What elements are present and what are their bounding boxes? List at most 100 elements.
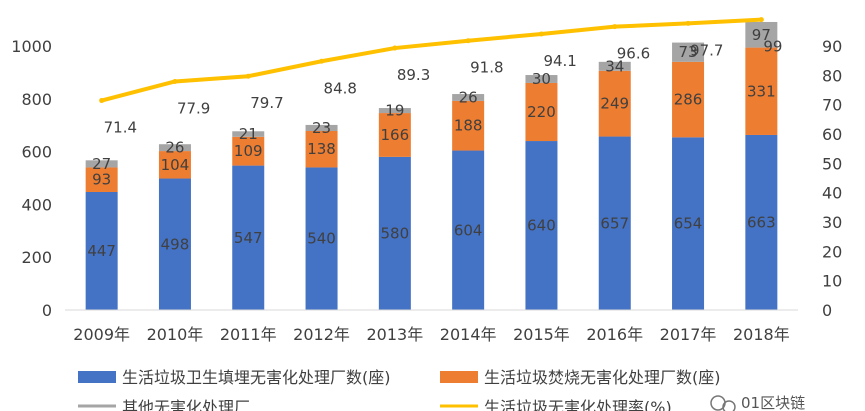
bar-label-2-2014年: 188 (454, 117, 483, 135)
right-tick-0: 0 (822, 301, 832, 320)
bars-layer (85, 21, 778, 310)
right-tick-10: 10 (822, 272, 842, 291)
right-tick-50: 50 (822, 154, 842, 173)
bar-label-2-2011年: 109 (234, 142, 263, 160)
bar-label-1-2014年: 604 (454, 221, 483, 239)
bar-seg-2-2015年 (525, 82, 558, 142)
bar-label-2-2018年: 331 (747, 82, 776, 100)
left-tick-600: 600 (21, 143, 52, 162)
left-tick-800: 800 (21, 90, 52, 109)
bar-label-1-2010年: 498 (161, 235, 190, 253)
bar-label-1-2018年: 663 (747, 213, 776, 231)
bar-seg-2-2014年 (452, 100, 485, 151)
bar-seg-1-2014年 (452, 150, 485, 310)
left-tick-1000: 1000 (11, 37, 52, 56)
bar-seg-1-2015年 (525, 141, 558, 310)
rate-label-2018年: 99 (763, 38, 782, 56)
left-tick-0: 0 (42, 301, 52, 320)
x-tick-2016年: 2016年 (586, 325, 643, 344)
bar-label-2-2010年: 104 (161, 156, 190, 174)
right-tick-90: 90 (822, 37, 842, 56)
bar-label-3-2009年: 27 (92, 155, 111, 173)
bar-seg-1-2013年 (378, 156, 411, 310)
bar-seg-3-2010年 (158, 144, 191, 152)
bar-seg-2-2018年 (745, 47, 778, 135)
bar-label-1-2016年: 657 (600, 214, 629, 232)
bar-label-1-2017年: 654 (674, 215, 703, 233)
watermark: 01区块链 (710, 394, 805, 411)
rate-label-2009年: 71.4 (104, 119, 137, 137)
legend: 生活垃圾卫生填埋无害化处理厂数(座) 生活垃圾焚烧无害化处理厂数(座) 其他无害化处… (78, 368, 721, 411)
bar-label-3-2014年: 26 (459, 88, 478, 106)
bar-seg-3-2014年 (452, 94, 485, 101)
bar-seg-1-2010年 (158, 178, 191, 310)
bar-seg-2-2013年 (378, 113, 411, 157)
bar-label-3-2013年: 19 (385, 102, 404, 120)
bar-seg-1-2012年 (305, 167, 338, 310)
legend-label-4: 生活垃圾无害化处理率(%) (484, 398, 672, 411)
bar-seg-3-2015年 (525, 75, 558, 83)
bar-seg-2-2010年 (158, 151, 191, 179)
right-tick-30: 30 (822, 213, 842, 232)
bar-seg-3-2011年 (232, 131, 265, 137)
bar-labels-layer: 4479327498104265471092154013823580166196… (87, 26, 775, 260)
rate-point-2014年 (465, 38, 471, 44)
x-tick-2012年: 2012年 (293, 325, 350, 344)
bar-seg-3-2012年 (305, 124, 338, 132)
right-tick-60: 60 (822, 125, 842, 144)
bar-label-3-2010年: 26 (165, 139, 184, 157)
legend-swatch-2 (440, 371, 478, 383)
bar-seg-2-2017年 (672, 61, 705, 138)
rate-point-2018年 (758, 17, 764, 23)
bar-label-3-2016年: 34 (605, 57, 624, 75)
rate-point-2010年 (172, 78, 178, 84)
bar-label-1-2013年: 580 (381, 224, 410, 242)
wechat-icon (710, 395, 736, 411)
rate-label-2012年: 84.8 (324, 79, 357, 97)
bar-label-3-2012年: 23 (312, 119, 331, 137)
bar-seg-3-2018年 (745, 21, 778, 48)
x-tick-2017年: 2017年 (660, 325, 717, 344)
bar-label-1-2009年: 447 (87, 242, 116, 260)
x-tick-2010年: 2010年 (147, 325, 204, 344)
bar-seg-3-2017年 (672, 42, 705, 62)
bar-seg-2-2011年 (232, 136, 265, 166)
bar-label-1-2015年: 640 (527, 217, 556, 235)
bar-seg-1-2011年 (232, 165, 265, 310)
right-tick-40: 40 (822, 184, 842, 203)
left-tick-400: 400 (21, 195, 52, 214)
rate-label-2013年: 89.3 (397, 66, 430, 84)
rate-label-2011年: 79.7 (250, 94, 283, 112)
rate-point-2012年 (319, 58, 325, 64)
legend-swatch-1 (78, 371, 116, 383)
rate-point-2009年 (99, 98, 105, 104)
bar-label-3-2017年: 73 (679, 43, 698, 61)
rate-point-2016年 (612, 24, 618, 30)
legend-label-2: 生活垃圾焚烧无害化处理厂数(座) (484, 368, 721, 387)
rate-point-2017年 (685, 20, 691, 26)
bar-label-1-2011年: 547 (234, 229, 263, 247)
bar-label-3-2015年: 30 (532, 70, 551, 88)
bar-seg-2-2012年 (305, 131, 338, 168)
watermark-text: 01区块链 (741, 394, 805, 411)
x-tick-2011年: 2011年 (220, 325, 277, 344)
bar-label-2-2015年: 220 (527, 103, 556, 121)
rate-label-2010年: 77.9 (177, 99, 210, 117)
bar-seg-3-2009年 (85, 160, 118, 168)
rate-point-2013年 (392, 45, 398, 51)
bar-seg-1-2009年 (85, 191, 118, 310)
bar-label-2-2017年: 286 (674, 91, 703, 109)
rate-label-2015年: 94.1 (543, 52, 576, 70)
bar-label-2-2012年: 138 (307, 140, 336, 158)
line-layer: 71.4 77.9 79.7 84.8 89.3 91.8 94.1 96.6 97.7 99 (99, 17, 782, 137)
bar-label-3-2011年: 21 (239, 125, 258, 143)
bar-seg-2-2016年 (598, 70, 631, 137)
bar-label-2-2013年: 166 (381, 126, 410, 144)
rate-label-2014年: 91.8 (470, 59, 503, 77)
rate-line (101, 17, 762, 103)
legend-label-3: 其他无害化处理厂 (122, 398, 250, 411)
bar-seg-1-2017年 (672, 137, 705, 310)
bar-seg-2-2009年 (85, 167, 118, 192)
x-tick-2014年: 2014年 (440, 325, 497, 344)
